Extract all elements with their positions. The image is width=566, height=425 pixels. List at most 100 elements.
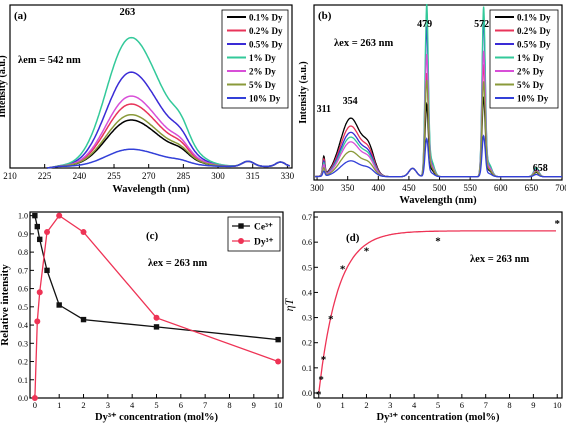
panel-a-x-tick-label: 315 bbox=[246, 171, 260, 181]
panel-c-y-axis-label: Relative intensity bbox=[0, 264, 11, 346]
panel-b-legend-label: 0.5% Dy bbox=[517, 40, 551, 50]
panel-a-x-tick-label: 225 bbox=[38, 171, 52, 181]
panel-c-x-tick-label: 1 bbox=[57, 400, 61, 410]
panel-c-y-tick-label: 0.4 bbox=[18, 321, 28, 330]
panel-b-peak-label: 479 bbox=[417, 19, 432, 30]
panel-c-x-tick-label: 8 bbox=[227, 400, 231, 410]
panel-c-legend-label: Dy³⁺ bbox=[254, 238, 273, 248]
panel-d-x-tick-label: 3 bbox=[388, 400, 392, 410]
panel-c-data-point bbox=[34, 318, 41, 325]
panel-c-data-point bbox=[275, 358, 282, 365]
panel-c-x-tick-label: 3 bbox=[106, 400, 110, 410]
panel-b-x-tick-label: 400 bbox=[372, 183, 386, 193]
panel-c-x-tick-label: 7 bbox=[203, 400, 207, 410]
panel-c-x-tick-label: 10 bbox=[274, 400, 283, 410]
panel-a-label: (a) bbox=[14, 10, 27, 22]
panel-c-data-point bbox=[31, 395, 38, 401]
panel-d-y-tick-label: 0.7 bbox=[302, 213, 312, 222]
panel-c-data-point bbox=[80, 316, 87, 323]
panel-c-series-line bbox=[34, 214, 279, 399]
panel-c-data-point bbox=[44, 229, 51, 236]
panel-c-y-tick-label: 0.1 bbox=[18, 376, 28, 385]
panel-c-x-tick-label: 5 bbox=[154, 400, 158, 410]
panel-b-peak-label: 354 bbox=[343, 96, 358, 107]
panel-d-x-tick-label: 1 bbox=[340, 400, 344, 410]
panel-a-legend-label: 0.5% Dy bbox=[249, 40, 283, 50]
panel-a-x-tick-label: 255 bbox=[107, 171, 121, 181]
panel-a-y-axis-label: Intensity (a.u.) bbox=[0, 55, 8, 118]
panel-d-y-tick-label: 0.1 bbox=[302, 364, 312, 373]
panel-b-legend-label: 0.1% Dy bbox=[517, 13, 551, 23]
panel-c-data-point bbox=[37, 236, 43, 243]
panel-d-data-point: * bbox=[364, 246, 370, 258]
panel-a-legend-label: 0.2% Dy bbox=[249, 26, 283, 36]
panel-a-annotation: λem = 542 nm bbox=[18, 55, 81, 66]
panel-d-data-point: * bbox=[435, 236, 441, 248]
panel-d-y-tick-label: 0.0 bbox=[302, 389, 312, 398]
panel-c-y-tick-label: 0.8 bbox=[18, 248, 28, 257]
panel-d-data-point: * bbox=[318, 374, 324, 386]
panel-c-y-tick-label: 0.9 bbox=[18, 230, 28, 239]
panel-c-data-point bbox=[36, 289, 43, 296]
panel-d-y-tick-label: 0.3 bbox=[302, 314, 312, 323]
panel-c-x-tick-label: 6 bbox=[179, 400, 183, 410]
panel-d-x-tick-label: 9 bbox=[531, 400, 535, 410]
panel-d-data-point: * bbox=[328, 314, 334, 326]
panel-a-x-tick-label: 270 bbox=[142, 171, 156, 181]
panel-c-x-tick-label: 9 bbox=[252, 400, 256, 410]
panel-d-y-tick-label: 0.6 bbox=[302, 238, 312, 247]
panel-d-y-tick-label: 0.2 bbox=[302, 339, 312, 348]
panel-b-x-tick-label: 350 bbox=[341, 183, 355, 193]
panel-c-y-tick-label: 0.7 bbox=[18, 266, 28, 275]
panel-c-data-point bbox=[56, 212, 63, 219]
panel-d-y-tick-label: 0.5 bbox=[302, 263, 312, 272]
panel-a-series-line bbox=[46, 148, 290, 169]
panel-b-x-tick-label: 500 bbox=[433, 183, 447, 193]
panel-d-annotation: λex = 263 nm bbox=[470, 254, 530, 265]
panel-c-data-point bbox=[275, 336, 281, 343]
panel-d-x-tick-label: 7 bbox=[484, 400, 488, 410]
panel-a-legend-label: 2% Dy bbox=[249, 67, 276, 77]
panel-a-x-tick-label: 285 bbox=[177, 171, 191, 181]
panel-b-x-tick-label: 300 bbox=[310, 183, 324, 193]
panel-b-legend-label: 5% Dy bbox=[517, 80, 544, 90]
panel-b-annotation: λex = 263 nm bbox=[334, 38, 394, 49]
panel-d-x-tick-label: 2 bbox=[364, 400, 368, 410]
panel-d-y-axis-label: ηT bbox=[282, 297, 296, 311]
panel-d-data-point: * bbox=[321, 354, 327, 366]
panel-d-x-tick-label: 10 bbox=[553, 400, 562, 410]
panel-b-legend-label: 10% Dy bbox=[517, 94, 549, 104]
panel-c-x-axis-label: Dy³⁺ concentration (mol%) bbox=[95, 412, 219, 423]
panel-d-data-point: * bbox=[316, 389, 322, 401]
panel-d-x-tick-label: 8 bbox=[507, 400, 511, 410]
panel-d-data-point: * bbox=[340, 263, 346, 275]
panel-d-x-axis-label: Dy³⁺ concentration (mol%) bbox=[376, 412, 500, 423]
panel-b-legend-label: 0.2% Dy bbox=[517, 26, 551, 36]
panel-b-series-line bbox=[315, 134, 562, 178]
panel-d-x-tick-label: 4 bbox=[412, 400, 417, 410]
panel-c-legend-marker bbox=[238, 238, 244, 244]
panel-b-peak-label: 311 bbox=[317, 104, 331, 115]
panel-c-data-point bbox=[32, 212, 38, 219]
panel-b-peak-label: 572 bbox=[474, 19, 489, 30]
panel-c-x-tick-label: 2 bbox=[81, 400, 85, 410]
panel-b-x-axis-label: Wavelength (nm) bbox=[399, 195, 477, 206]
panel-d-fit-curve bbox=[318, 230, 556, 394]
panel-c-data-point bbox=[56, 302, 62, 308]
panel-b-legend-label: 2% Dy bbox=[517, 67, 544, 77]
panel-c-x-tick-label: 4 bbox=[130, 400, 135, 410]
panel-c-data-point bbox=[153, 324, 160, 330]
panel-b-legend-label: 1% Dy bbox=[517, 53, 544, 63]
panel-d-x-tick-label: 6 bbox=[460, 400, 464, 410]
panel-b-x-tick-label: 600 bbox=[494, 183, 508, 193]
panel-a-legend-box bbox=[221, 9, 289, 109]
panel-a-x-tick-label: 210 bbox=[3, 171, 17, 181]
panel-a-x-axis-label: Wavelength (nm) bbox=[112, 184, 190, 195]
panel-a-legend-label: 0.1% Dy bbox=[249, 13, 283, 23]
panel-b-y-axis-label: Intensity (a.u.) bbox=[298, 61, 309, 124]
panel-c-label: (c) bbox=[146, 230, 159, 242]
panel-b-x-tick-label: 450 bbox=[402, 183, 416, 193]
panel-c-legend-marker bbox=[238, 223, 244, 229]
panel-c-y-tick-label: 0.0 bbox=[18, 394, 28, 403]
